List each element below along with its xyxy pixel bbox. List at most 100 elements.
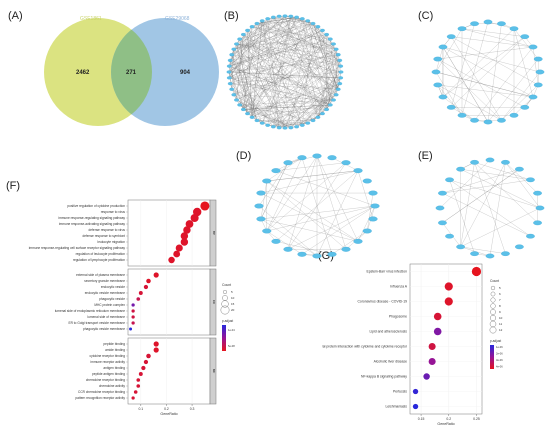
network-node bbox=[276, 14, 282, 18]
network-node bbox=[331, 98, 336, 102]
network-node bbox=[528, 44, 538, 50]
network-node bbox=[297, 155, 307, 161]
network-edge bbox=[489, 162, 506, 257]
network-edge bbox=[513, 28, 534, 98]
facet-panel bbox=[127, 337, 211, 405]
data-point bbox=[183, 226, 191, 234]
network-edge bbox=[260, 218, 318, 257]
network-edge bbox=[273, 17, 341, 67]
network-edge bbox=[233, 23, 314, 50]
network-node bbox=[353, 238, 363, 244]
venn-intersection-count: 271 bbox=[126, 70, 137, 76]
network-edge bbox=[243, 109, 297, 127]
network-edge bbox=[239, 104, 327, 110]
network-node bbox=[446, 105, 456, 110]
data-point bbox=[133, 390, 138, 394]
network-node bbox=[333, 93, 339, 97]
network-node bbox=[231, 93, 237, 97]
network-edge bbox=[532, 46, 539, 85]
data-point bbox=[138, 372, 143, 376]
legend-size-swatch bbox=[220, 305, 230, 315]
network-node bbox=[265, 123, 271, 127]
network-edge bbox=[266, 180, 359, 242]
network-edge bbox=[236, 43, 341, 67]
network-edge bbox=[290, 20, 308, 128]
network-edge bbox=[231, 54, 263, 124]
network-node bbox=[520, 34, 530, 39]
network-node bbox=[327, 37, 333, 41]
network-edge bbox=[316, 170, 359, 257]
network-node bbox=[338, 64, 344, 68]
network-edge bbox=[231, 54, 280, 128]
term-label: Viral protein interaction with cytokine … bbox=[322, 345, 408, 349]
venn-right-count: 904 bbox=[180, 70, 191, 76]
legend-size-label: 5 bbox=[231, 290, 233, 294]
x-tick-label: 0.25 bbox=[473, 417, 480, 421]
legend-size-swatch bbox=[490, 309, 496, 315]
facet-strip bbox=[209, 337, 217, 405]
network-edge bbox=[437, 46, 534, 60]
network-edge bbox=[474, 162, 531, 180]
network-node bbox=[338, 70, 344, 74]
network-edge bbox=[231, 16, 291, 55]
network-node bbox=[315, 25, 321, 29]
network-edge bbox=[230, 43, 334, 61]
legend-size-label: 10 bbox=[499, 316, 503, 320]
network-node bbox=[341, 246, 351, 252]
network-edge bbox=[229, 77, 331, 106]
x-tick-label: 0.2 bbox=[446, 417, 451, 421]
network-node bbox=[262, 178, 272, 184]
network-edge bbox=[260, 218, 359, 242]
network-node bbox=[483, 19, 493, 25]
network-edge bbox=[252, 26, 339, 55]
network-edge bbox=[262, 20, 303, 126]
network-edge bbox=[229, 15, 286, 67]
data-point bbox=[129, 327, 133, 331]
facet-strip bbox=[209, 268, 217, 336]
network-node bbox=[337, 82, 343, 86]
network-node bbox=[305, 121, 311, 125]
network-node bbox=[226, 76, 232, 80]
data-point bbox=[190, 213, 199, 223]
network-edge bbox=[239, 16, 280, 40]
network-edge bbox=[233, 49, 253, 118]
network-node bbox=[509, 26, 519, 32]
network-node bbox=[327, 251, 337, 257]
network-edge bbox=[236, 43, 342, 73]
network-edge bbox=[460, 162, 506, 247]
network-node bbox=[237, 103, 243, 107]
network-edge bbox=[262, 26, 319, 124]
data-point bbox=[423, 373, 430, 380]
network-edge bbox=[278, 18, 303, 128]
network-node bbox=[276, 126, 282, 130]
network-c bbox=[431, 19, 545, 125]
term-label: Pertussis bbox=[393, 390, 407, 394]
network-e bbox=[435, 157, 545, 259]
facet-panel bbox=[127, 268, 211, 336]
data-point bbox=[428, 357, 436, 366]
x-tick-label: 0.3 bbox=[190, 407, 195, 411]
network-edge bbox=[461, 28, 534, 48]
network-edge bbox=[266, 157, 303, 182]
data-point bbox=[136, 378, 141, 382]
network-edge bbox=[451, 36, 539, 86]
network-node bbox=[470, 117, 479, 123]
panel-label-a: (A) bbox=[8, 10, 23, 22]
network-node bbox=[229, 53, 235, 57]
network-edge bbox=[442, 36, 525, 98]
network-node bbox=[324, 107, 329, 112]
network-edge bbox=[460, 162, 475, 247]
network-edges bbox=[435, 21, 541, 123]
network-edge bbox=[442, 179, 531, 194]
network-edges bbox=[228, 15, 342, 129]
data-point bbox=[412, 403, 419, 410]
legend-size-label: 10 bbox=[231, 296, 235, 300]
data-point bbox=[131, 315, 135, 319]
network-node bbox=[362, 178, 372, 184]
term-label: MHC protein complex bbox=[94, 303, 125, 307]
network-edge bbox=[230, 60, 337, 95]
network-d bbox=[254, 153, 380, 259]
legend-size-label: 7 bbox=[499, 298, 501, 302]
network-edge bbox=[307, 83, 340, 124]
network-node bbox=[457, 112, 467, 118]
